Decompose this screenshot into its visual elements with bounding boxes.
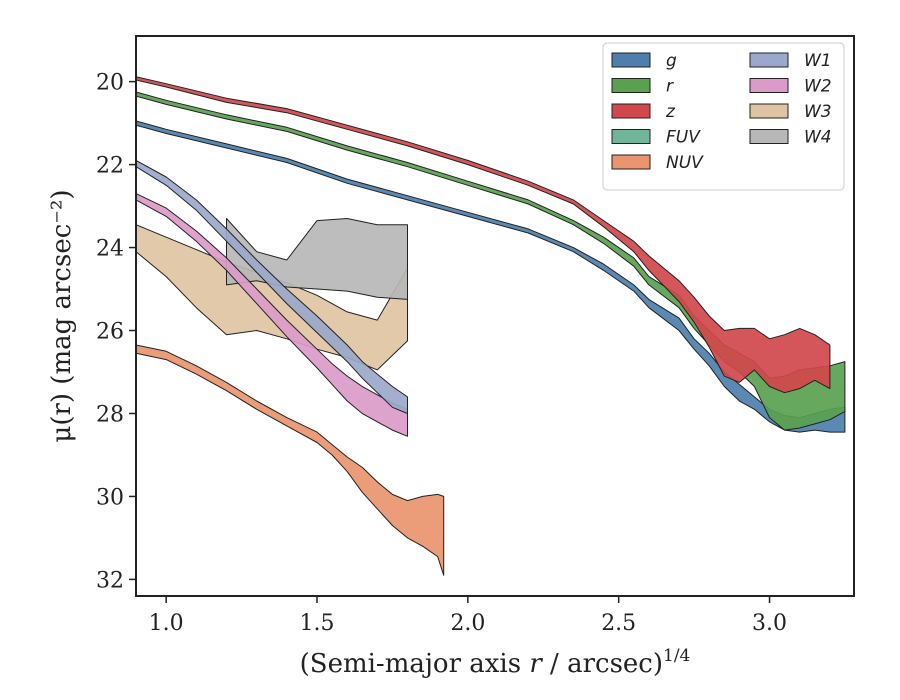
legend-label-FUV: FUV (666, 128, 701, 148)
x-axis: 1.0 1.5 2.0 2.5 3.0 (149, 596, 787, 636)
legend-swatch-NUV (611, 154, 651, 170)
legend-label-W2: W2 (804, 77, 832, 97)
legend-swatch-r (611, 78, 651, 93)
y-tick-label: 30 (96, 485, 124, 510)
legend-label-W1: W1 (804, 51, 832, 71)
band-r (136, 91, 846, 431)
x-axis-label: (Semi-major axis r / arcsec)1/4 (300, 646, 691, 679)
legend-label-W4: W4 (804, 128, 832, 148)
band-NUV (136, 344, 445, 576)
band-g (136, 120, 846, 433)
legend: grz FUV NUV W1 W2 W3 W4 (602, 42, 845, 191)
legend-label-z: z (665, 102, 676, 122)
band-W1 (136, 159, 408, 414)
y-axis: 20 22 24 26 28 30 32 (96, 71, 136, 593)
x-tick-label: 3.0 (752, 611, 787, 636)
legend-swatch-W1 (749, 52, 789, 68)
y-tick-label: 28 (96, 402, 124, 427)
band-W2 (136, 193, 408, 437)
y-tick-label: 20 (96, 71, 124, 96)
legend-label-g: g (666, 51, 677, 71)
legend-swatch-W2 (749, 78, 789, 93)
x-tick-label: 1.0 (149, 611, 184, 636)
legend-swatch-g (611, 52, 651, 68)
legend-swatch-z (611, 103, 651, 119)
legend-swatch-FUV (611, 129, 651, 144)
x-tick-label: 1.5 (300, 611, 335, 636)
y-tick-label: 32 (96, 568, 124, 593)
series-bands (136, 76, 846, 576)
x-tick-label: 2.5 (601, 611, 636, 636)
legend-label-W3: W3 (804, 102, 832, 122)
legend-swatch-W4 (749, 129, 789, 144)
x-tick-label: 2.0 (450, 611, 485, 636)
band-z (136, 76, 831, 394)
plot-frame (135, 35, 855, 597)
y-axis-label: μ(r) (mag arcsec⁻²) (47, 189, 77, 442)
legend-label-r: r (666, 77, 674, 97)
y-tick-label: 22 (96, 154, 124, 179)
y-tick-label: 26 (96, 320, 124, 345)
y-tick-label: 24 (96, 237, 124, 262)
legend-label-NUV: NUV (666, 153, 704, 173)
legend-swatch-W3 (749, 103, 789, 119)
